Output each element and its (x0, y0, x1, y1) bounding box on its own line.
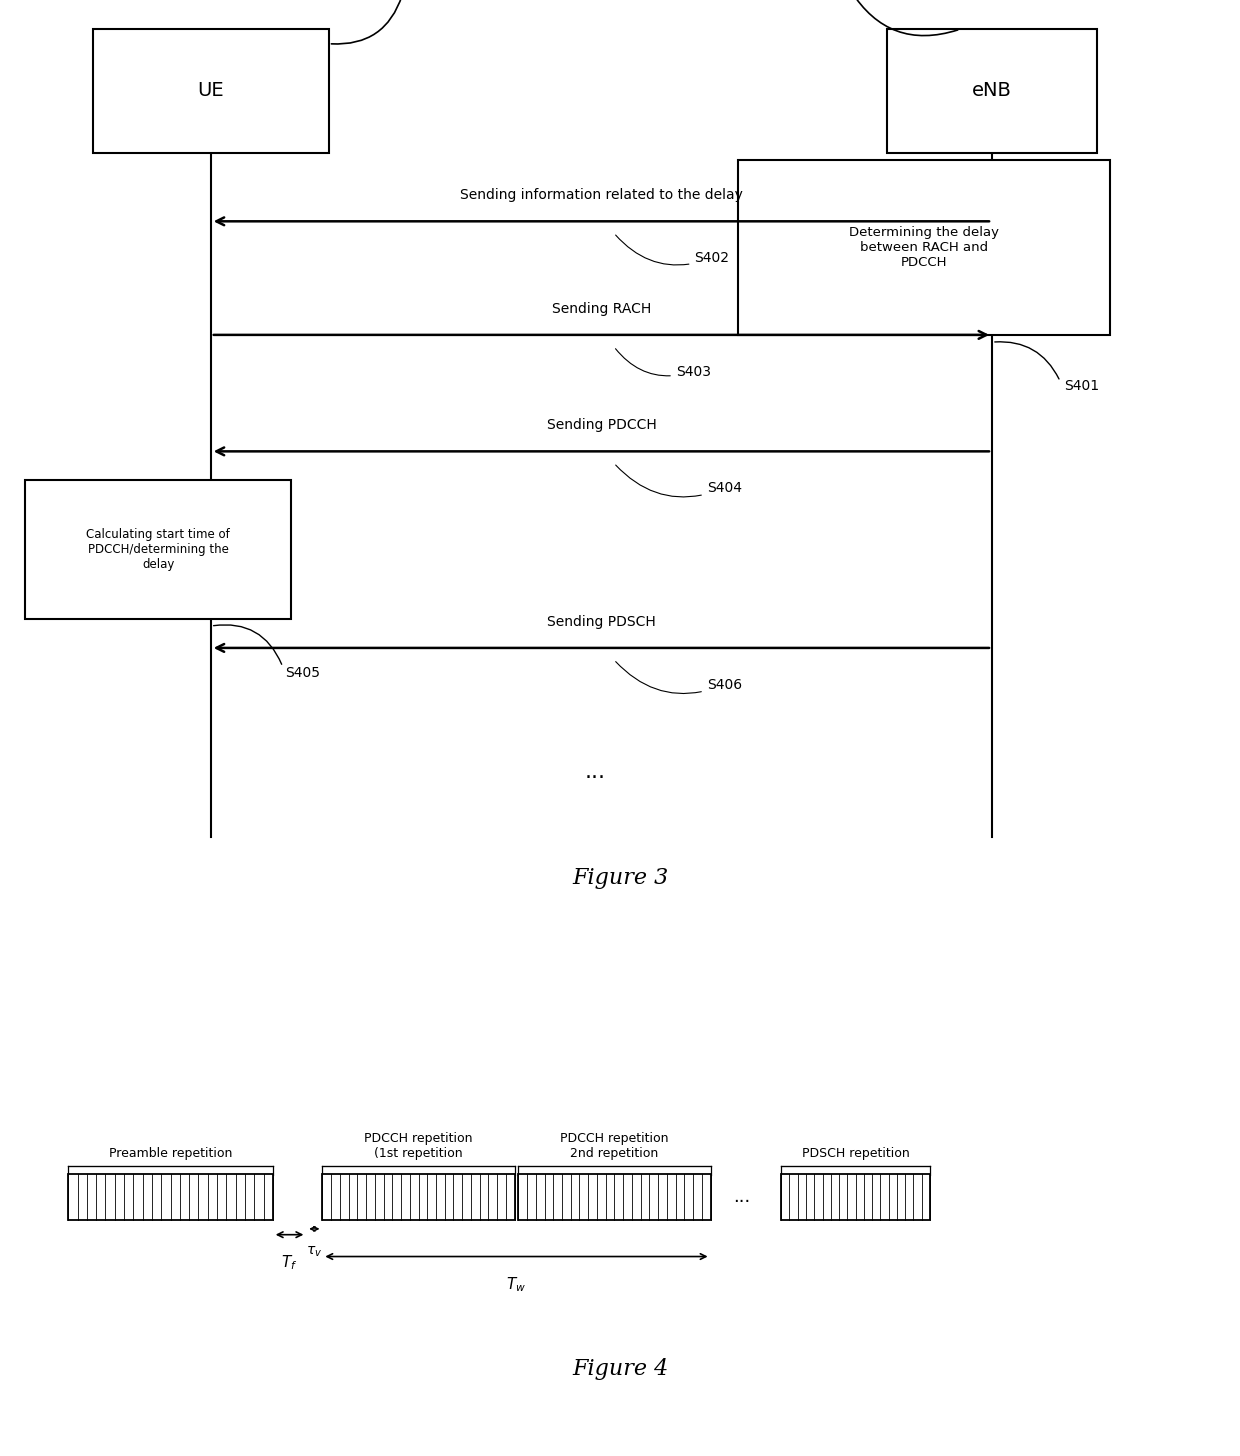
Text: Preamble repetition: Preamble repetition (109, 1147, 232, 1160)
Bar (25, 480, 291, 619)
Text: S406: S406 (616, 661, 742, 693)
Text: Sending information related to the delay: Sending information related to the delay (460, 188, 743, 202)
Text: S405: S405 (285, 665, 320, 680)
Text: S402: S402 (615, 234, 729, 265)
Text: S401: S401 (1064, 379, 1099, 393)
Text: Sending RACH: Sending RACH (552, 301, 651, 316)
Text: Calculating start time of
PDCCH/determining the
delay: Calculating start time of PDCCH/determin… (87, 529, 229, 571)
Bar (887, 29, 1097, 153)
Text: UE: UE (197, 82, 224, 100)
Bar (781, 1174, 930, 1220)
Text: PDCCH repetition
2nd repetition: PDCCH repetition 2nd repetition (560, 1133, 668, 1160)
Text: PDCCH repetition
(1st repetition: PDCCH repetition (1st repetition (365, 1133, 472, 1160)
Text: $\tau_v$: $\tau_v$ (306, 1245, 322, 1259)
Text: Determining the delay
between RACH and
PDCCH: Determining the delay between RACH and P… (849, 226, 998, 269)
Text: S404: S404 (616, 464, 742, 496)
Text: Sending PDCCH: Sending PDCCH (547, 418, 656, 432)
Text: ...: ... (733, 1188, 750, 1206)
Bar (322, 1174, 515, 1220)
Text: eNB: eNB (972, 82, 1012, 100)
Text: $T_f$: $T_f$ (281, 1254, 298, 1273)
Text: $T_w$: $T_w$ (506, 1275, 527, 1294)
Bar (93, 29, 329, 153)
Bar (68, 1174, 273, 1220)
Text: S403: S403 (615, 348, 711, 379)
Text: ...: ... (585, 761, 605, 782)
Text: Figure 3: Figure 3 (572, 866, 668, 890)
Text: Sending PDSCH: Sending PDSCH (547, 614, 656, 629)
Text: Figure 4: Figure 4 (572, 1357, 668, 1380)
Bar (518, 1174, 711, 1220)
Text: PDSCH repetition: PDSCH repetition (802, 1147, 909, 1160)
Bar (738, 160, 1110, 335)
